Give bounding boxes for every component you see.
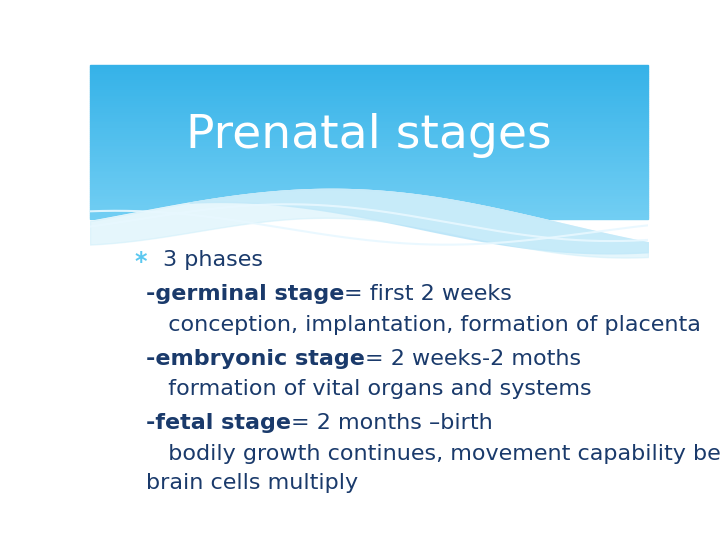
Bar <box>90 123 648 124</box>
Bar <box>90 146 648 147</box>
Bar <box>90 209 648 211</box>
Bar <box>90 207 648 209</box>
Bar <box>90 96 648 98</box>
Bar <box>90 177 648 178</box>
Bar <box>90 215 648 217</box>
Bar <box>90 151 648 153</box>
Bar <box>90 195 648 198</box>
Bar <box>90 69 648 71</box>
Bar <box>90 92 648 93</box>
Text: = first 2 weeks: = first 2 weeks <box>344 284 512 304</box>
Bar <box>90 107 648 109</box>
Bar <box>90 171 648 172</box>
Text: = 2 months –birth: = 2 months –birth <box>291 414 492 434</box>
Bar <box>90 186 648 188</box>
Text: formation of vital organs and systems: formation of vital organs and systems <box>154 380 592 400</box>
Bar <box>90 192 648 194</box>
Bar <box>90 98 648 99</box>
Bar <box>90 163 648 165</box>
Bar <box>90 126 648 129</box>
Bar <box>90 161 648 163</box>
Bar <box>90 188 648 190</box>
Bar <box>90 168 648 171</box>
Bar <box>90 172 648 174</box>
Bar <box>90 147 648 150</box>
Bar <box>90 72 648 75</box>
Bar <box>90 124 648 126</box>
Text: bodily growth continues, movement capability begins,: bodily growth continues, movement capabi… <box>154 444 720 464</box>
Bar <box>90 201 648 203</box>
Bar <box>90 140 648 141</box>
Bar <box>90 88 648 90</box>
Bar <box>90 90 648 92</box>
Bar <box>90 180 648 182</box>
Text: -fetal stage: -fetal stage <box>145 414 291 434</box>
Bar <box>90 184 648 186</box>
Bar <box>90 211 648 213</box>
Bar <box>90 178 648 180</box>
Bar <box>90 99 648 102</box>
Bar <box>90 67 648 69</box>
Text: brain cells multiply: brain cells multiply <box>145 473 358 493</box>
Bar <box>90 198 648 199</box>
Bar <box>90 86 648 88</box>
Bar <box>90 213 648 215</box>
Text: 3 phases: 3 phases <box>163 250 263 270</box>
Bar <box>90 78 648 80</box>
Bar <box>90 120 648 123</box>
Text: -germinal stage: -germinal stage <box>145 284 344 304</box>
Bar <box>90 157 648 159</box>
Bar <box>90 76 648 78</box>
Bar <box>90 82 648 84</box>
Bar <box>90 132 648 134</box>
Bar <box>90 150 648 151</box>
Bar <box>90 144 648 146</box>
Bar <box>90 80 648 82</box>
Bar <box>90 129 648 130</box>
Bar <box>90 130 648 132</box>
Bar <box>90 194 648 195</box>
Bar <box>90 134 648 136</box>
Bar <box>90 141 648 144</box>
Bar <box>90 113 648 115</box>
Bar <box>90 65 648 67</box>
Bar <box>90 109 648 111</box>
Bar <box>90 155 648 157</box>
Bar <box>90 105 648 107</box>
Text: = 2 weeks-2 moths: = 2 weeks-2 moths <box>364 349 581 369</box>
Bar <box>90 136 648 138</box>
Bar <box>90 93 648 96</box>
Bar <box>90 203 648 205</box>
Bar <box>90 159 648 161</box>
Bar <box>90 190 648 192</box>
Bar <box>90 84 648 86</box>
Bar <box>90 103 648 105</box>
Text: -embryonic stage: -embryonic stage <box>145 349 364 369</box>
Bar <box>90 71 648 72</box>
Bar <box>90 199 648 201</box>
Bar <box>90 115 648 117</box>
Bar <box>90 182 648 184</box>
Text: Prenatal stages: Prenatal stages <box>186 113 552 158</box>
Bar <box>90 165 648 167</box>
Bar <box>90 217 648 219</box>
Bar <box>90 138 648 140</box>
Text: conception, implantation, formation of placenta: conception, implantation, formation of p… <box>154 315 701 335</box>
Bar <box>90 119 648 120</box>
Bar <box>90 75 648 76</box>
Bar <box>90 111 648 113</box>
Bar <box>90 153 648 155</box>
Bar <box>90 117 648 119</box>
Bar <box>90 205 648 207</box>
Text: *: * <box>135 250 147 274</box>
Bar <box>90 102 648 103</box>
Bar <box>90 167 648 168</box>
Bar <box>90 174 648 177</box>
